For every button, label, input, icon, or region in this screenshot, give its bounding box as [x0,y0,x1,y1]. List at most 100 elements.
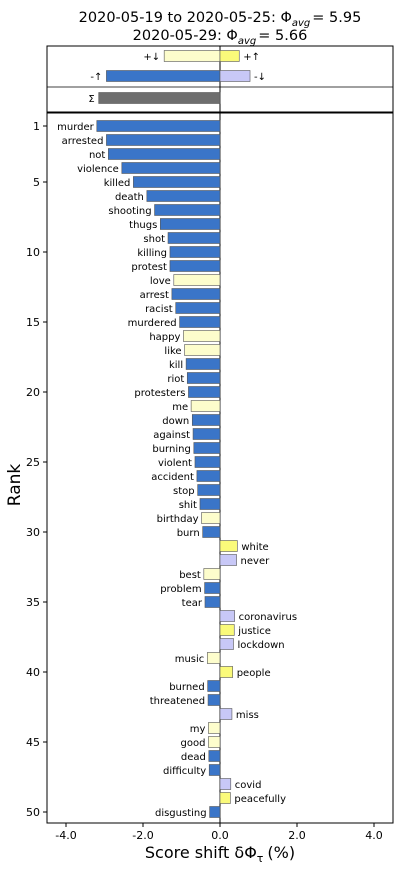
y-tick-label: 50 [26,806,40,819]
word-label: protesters [134,388,185,399]
x-axis-label: Score shift δΦτ (%) [145,843,295,865]
word-label: me [172,402,188,413]
word-label: stop [173,486,195,497]
word-bar [190,400,221,412]
word-bar [108,148,221,160]
word-bar [202,526,221,538]
word-label: birthday [157,514,199,525]
word-label: violent [158,458,192,469]
word-bar [133,176,221,188]
word-bar [219,638,234,650]
summary-bar [163,50,221,62]
word-bar [219,792,231,804]
y-tick-label: 25 [26,456,40,469]
word-label: kill [169,360,183,371]
word-bar [208,764,221,776]
word-label: against [153,430,190,441]
word-label: peacefully [234,794,286,805]
word-bar [208,750,221,762]
word-bar [186,372,221,384]
word-label: difficulty [163,766,206,777]
word-label: covid [235,780,262,791]
word-label: down [162,416,189,427]
word-label: arrested [62,136,104,147]
word-label: protest [131,262,167,273]
summary-bar-label: +↑ [243,52,260,63]
word-label: killed [104,178,131,189]
y-tick-label: 30 [26,526,40,539]
word-bar [219,666,234,678]
y-tick-label: 35 [26,596,40,609]
word-label: racist [145,304,173,315]
word-label: murdered [128,318,177,329]
word-bar [209,806,221,818]
word-bar [219,778,232,790]
word-label: people [237,668,271,679]
word-label: threatened [150,696,205,707]
word-label: riot [167,374,184,385]
word-label: music [175,654,205,665]
word-bar [207,694,221,706]
summary-bar-label: Σ [88,94,94,105]
word-label: death [115,192,144,203]
x-tick-label: -2.0 [132,829,153,842]
word-bar [171,288,221,300]
word-bar [191,414,221,426]
word-label: good [181,738,206,749]
word-bar [169,246,221,258]
x-tick-label: 4.0 [365,829,383,842]
word-bar [208,722,221,734]
word-bar [203,568,221,580]
word-label: burning [152,444,190,455]
word-bar [121,162,221,174]
word-label: burned [169,682,204,693]
word-label: violence [77,164,119,175]
word-bar [197,484,221,496]
main-panel: murder arrested not violence killed death shoo… [26,112,394,842]
word-label: happy [149,332,180,343]
summary-bar-label: -↑ [90,72,102,83]
y-tick-label: 15 [26,316,40,329]
word-label: miss [236,710,259,721]
word-bar [185,358,221,370]
word-bar [194,456,221,468]
word-bar [208,736,221,748]
word-bar [183,330,221,342]
summary-bar-label: -↓ [254,72,266,83]
x-tick-label: -4.0 [55,829,76,842]
word-label: killing [137,248,167,259]
summary-bar [219,50,240,62]
word-label: shooting [108,206,151,217]
word-label: like [164,346,181,357]
word-bar [173,274,221,286]
word-bar [219,554,237,566]
word-bar [169,260,221,272]
word-label: tear [182,598,203,609]
word-bar [193,442,221,454]
word-bar [207,680,221,692]
y-tick-label: 5 [33,176,40,189]
word-bar [146,190,221,202]
y-tick-label: 1 [33,120,40,133]
y-tick-label: 45 [26,736,40,749]
word-bar [219,624,235,636]
word-label: murder [57,122,95,133]
word-bar [175,302,221,314]
word-bar [199,498,221,510]
y-tick-label: 40 [26,666,40,679]
y-tick-label: 10 [26,246,40,259]
word-bar [106,134,221,146]
chart-title-line-1: 2020-05-19 to 2020-05-25: Φavg = 5.95 [79,10,362,29]
word-label: never [241,556,271,567]
word-label: arrest [140,290,169,301]
word-bar [201,512,221,524]
word-label: accident [151,472,194,483]
word-bar [160,218,221,230]
word-label: lockdown [237,640,284,651]
word-label: disgusting [155,808,207,819]
word-label: dead [181,752,206,763]
summary-bar [106,70,221,82]
summary-bar-label: +↓ [143,52,160,63]
